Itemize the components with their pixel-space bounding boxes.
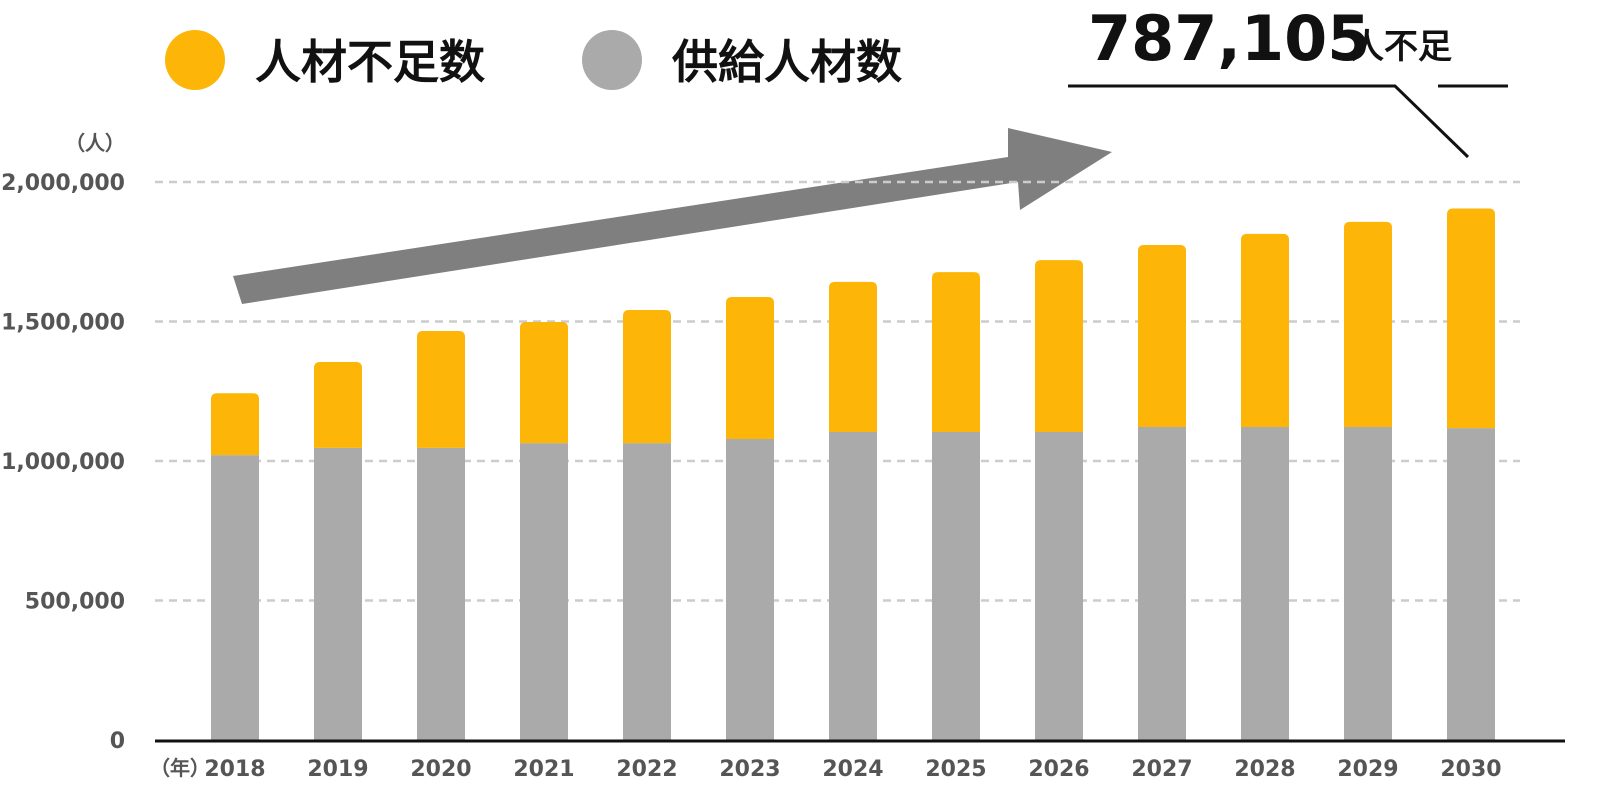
y-tick-label: 1,500,000	[1, 311, 125, 336]
bar-segment	[829, 281, 877, 432]
bar-segment	[932, 431, 980, 740]
bar-segment	[1344, 426, 1392, 740]
x-tick-label: 2026	[1028, 757, 1089, 782]
bar-segment	[1447, 208, 1495, 429]
annotation-value: 787,105	[1088, 2, 1370, 75]
y-tick-label: 0	[110, 729, 125, 754]
x-tick-label: 2018	[204, 757, 265, 782]
bar-segment	[623, 443, 671, 740]
annotation-line	[1068, 84, 1470, 159]
x-tick-label: 2029	[1337, 757, 1398, 782]
bar-segment	[1447, 428, 1495, 740]
annotation-unit: 人不足	[1350, 27, 1452, 67]
bar-segment	[1241, 426, 1289, 740]
bar-segment	[1035, 431, 1083, 740]
bar-segment	[1138, 426, 1186, 740]
legend-marker	[165, 30, 225, 90]
x-tick-label: 2025	[925, 757, 986, 782]
bar-segment	[211, 393, 259, 456]
y-unit: （人）	[65, 131, 125, 155]
bar-segment	[417, 447, 465, 740]
x-unit: （年）	[150, 756, 210, 780]
bar-segment	[1344, 221, 1392, 427]
x-tick-label: 2021	[513, 757, 574, 782]
bar-segment	[829, 431, 877, 740]
legend-label: 供給人材数	[672, 35, 902, 89]
y-tick-label: 1,000,000	[1, 450, 125, 475]
legend-marker	[582, 30, 642, 90]
x-tick-label: 2028	[1234, 757, 1295, 782]
bar-segment	[623, 310, 671, 444]
bar-segment	[520, 443, 568, 740]
bar-segment	[726, 438, 774, 740]
y-tick-label: 500,000	[25, 590, 125, 615]
y-tick-label: 2,000,000	[1, 171, 125, 196]
bar-segment	[211, 455, 259, 740]
bar-segment	[1241, 233, 1289, 427]
bar-segment	[1035, 260, 1083, 432]
x-tick-label: 2030	[1440, 757, 1501, 782]
x-tick-label: 2024	[822, 757, 883, 782]
x-tick-label: 2023	[719, 757, 780, 782]
x-tick-label: 2019	[307, 757, 368, 782]
trend-arrow	[233, 128, 1112, 304]
bar-segment	[1138, 245, 1186, 427]
bar-segment	[314, 447, 362, 740]
legend-label: 人材不足数	[255, 35, 485, 89]
bar-segment	[726, 296, 774, 439]
bar-segment	[932, 272, 980, 432]
bar-segment	[417, 330, 465, 448]
x-tick-label: 2020	[410, 757, 471, 782]
bar-segment	[314, 361, 362, 448]
x-tick-label: 2027	[1131, 757, 1192, 782]
bar-segment	[520, 322, 568, 444]
x-tick-label: 2022	[616, 757, 677, 782]
